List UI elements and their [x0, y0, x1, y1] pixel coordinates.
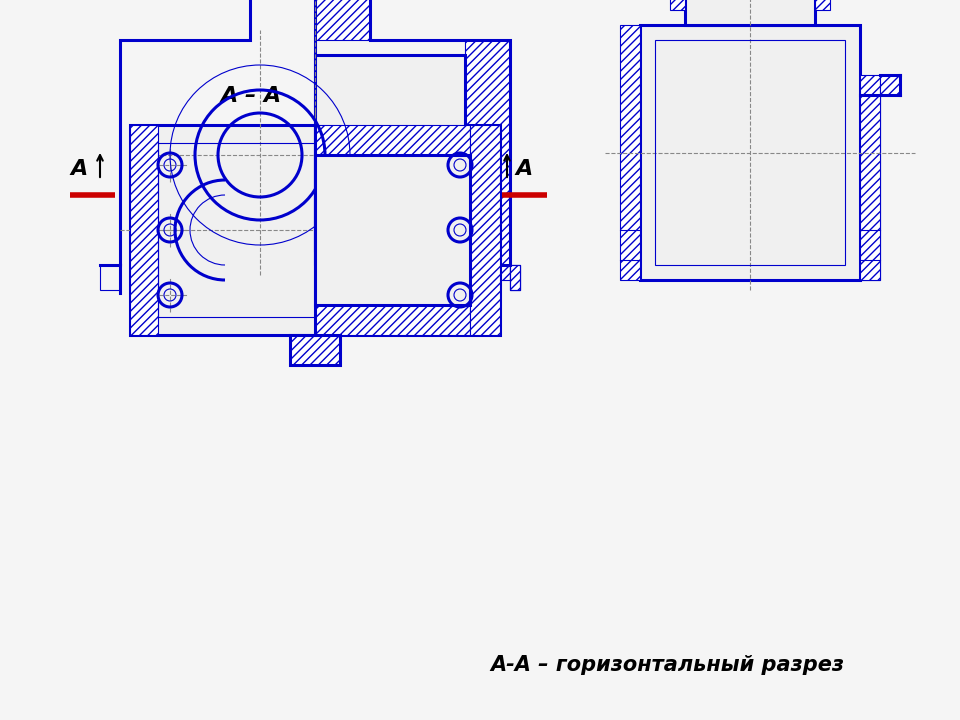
- Polygon shape: [315, 125, 470, 155]
- Polygon shape: [510, 265, 520, 290]
- Polygon shape: [620, 25, 640, 280]
- Polygon shape: [860, 75, 880, 280]
- Polygon shape: [465, 40, 510, 265]
- Polygon shape: [465, 265, 520, 290]
- Polygon shape: [315, 55, 465, 250]
- Polygon shape: [470, 125, 500, 335]
- Polygon shape: [815, 0, 830, 10]
- Text: A: A: [515, 159, 532, 179]
- Polygon shape: [685, 0, 815, 25]
- Polygon shape: [315, 155, 470, 305]
- Polygon shape: [290, 335, 340, 365]
- Text: A – A: A – A: [220, 86, 281, 106]
- Text: A-A – горизонтальный разрез: A-A – горизонтальный разрез: [490, 655, 844, 675]
- Polygon shape: [640, 25, 860, 280]
- Polygon shape: [130, 125, 158, 335]
- Polygon shape: [860, 75, 900, 280]
- Polygon shape: [130, 125, 500, 335]
- Polygon shape: [315, 0, 370, 40]
- Polygon shape: [670, 0, 685, 10]
- Polygon shape: [315, 305, 470, 335]
- Text: A: A: [70, 159, 87, 179]
